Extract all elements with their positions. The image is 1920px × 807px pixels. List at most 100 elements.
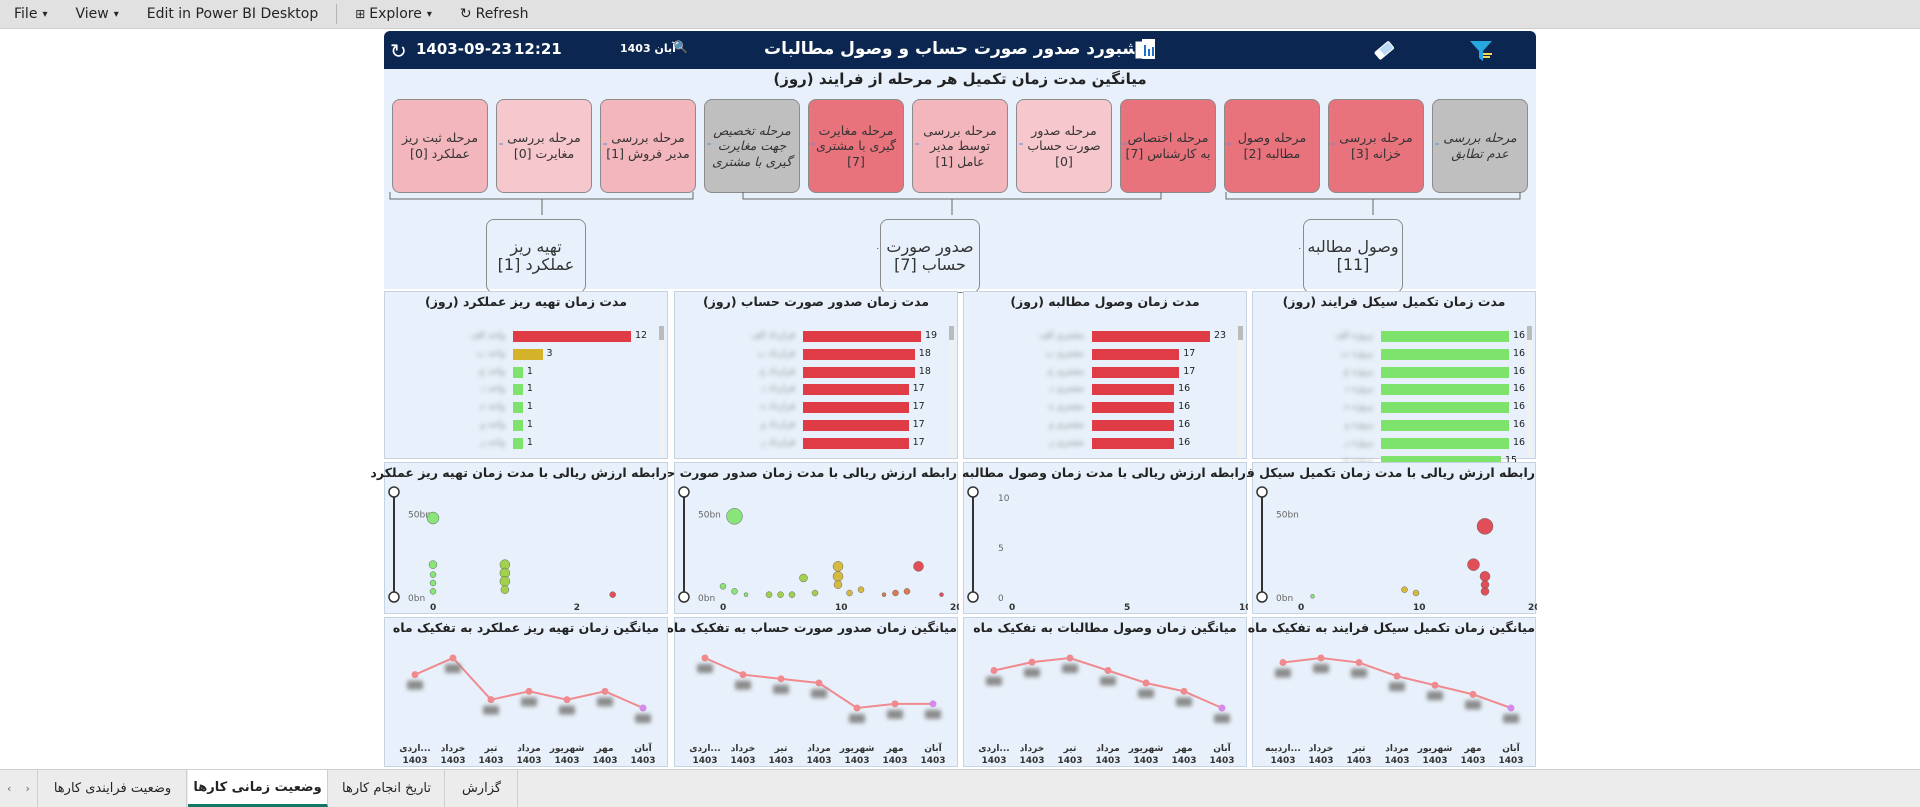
line-point[interactable]: [449, 654, 457, 662]
bar[interactable]: [513, 402, 523, 414]
bar-row[interactable]: قرارداد د 17: [675, 383, 957, 396]
bar-row[interactable]: پروژه و 16: [1253, 419, 1535, 432]
scatter-point[interactable]: [731, 588, 738, 595]
bar[interactable]: [513, 331, 631, 342]
line-point[interactable]: [1317, 654, 1325, 662]
bar[interactable]: [1092, 402, 1175, 414]
scatter-point[interactable]: [799, 573, 808, 583]
range-slider-handle[interactable]: [678, 591, 690, 603]
refresh-button[interactable]: ↻ Refresh: [446, 0, 543, 28]
process-stage[interactable]: مرحله بررسی توسط مدیر عامل [1]: [912, 99, 1008, 193]
bar[interactable]: [803, 366, 915, 378]
tab-navigation[interactable]: ‹ ›: [0, 770, 38, 807]
scrollbar[interactable]: [659, 326, 664, 458]
bar-row[interactable]: مشتری ب 17: [964, 348, 1246, 361]
line-point[interactable]: [1218, 704, 1226, 712]
range-slider-handle[interactable]: [1256, 591, 1268, 603]
explore-menu[interactable]: ⊞ Explore ▾: [341, 0, 446, 28]
process-stage[interactable]: مرحله اختصاص به کارشناس [7]: [1120, 99, 1216, 193]
line-point[interactable]: [411, 671, 419, 679]
scrollbar[interactable]: [1527, 326, 1532, 458]
bar-row[interactable]: پروژه ح 15: [1253, 455, 1535, 468]
scatter-point[interactable]: [428, 560, 438, 569]
scatter-point[interactable]: [1412, 589, 1420, 597]
range-slider-handle[interactable]: [678, 486, 690, 498]
range-slider-handle[interactable]: [388, 591, 400, 603]
line-point[interactable]: [777, 675, 785, 683]
bar[interactable]: [1381, 402, 1509, 414]
bar-row[interactable]: مشتری ز 16: [964, 437, 1246, 450]
bar-row[interactable]: قرارداد ز 17: [675, 437, 957, 450]
scatter-point[interactable]: [1467, 558, 1480, 571]
bar[interactable]: [1381, 366, 1509, 378]
bar-row[interactable]: پروژه الف 16: [1253, 330, 1535, 343]
bar[interactable]: [1381, 331, 1509, 342]
scatter-point[interactable]: [429, 579, 437, 587]
bar[interactable]: [1092, 331, 1210, 342]
line-point[interactable]: [929, 700, 937, 708]
line-point[interactable]: [739, 671, 747, 679]
scatter-point[interactable]: [832, 571, 844, 582]
chevron-left-icon[interactable]: ‹: [7, 782, 12, 795]
bar-row[interactable]: قرارداد ب 18: [675, 348, 957, 361]
tab-report[interactable]: گزارش: [446, 770, 518, 807]
scrollbar-thumb[interactable]: [1238, 326, 1243, 340]
scatter-point[interactable]: [1401, 586, 1408, 593]
bar[interactable]: [1381, 348, 1509, 360]
bar[interactable]: [1092, 384, 1175, 396]
bar-row[interactable]: پروژه ه 16: [1253, 401, 1535, 414]
process-stage[interactable]: مرحله بررسی خزانه [3]: [1328, 99, 1424, 193]
scatter-point[interactable]: [846, 589, 853, 597]
process-stage[interactable]: مرحله وصول مطالبه [2]: [1224, 99, 1320, 193]
line-point[interactable]: [1279, 659, 1287, 667]
line-point[interactable]: [639, 704, 647, 712]
line-point[interactable]: [487, 696, 495, 704]
line-point[interactable]: [853, 704, 861, 712]
bar-row[interactable]: مشتری ه 16: [964, 401, 1246, 414]
refresh-icon[interactable]: ↻: [390, 39, 407, 63]
process-stage[interactable]: مرحله ثبت ریز عملکرد [0]: [392, 99, 488, 193]
bar[interactable]: [513, 366, 523, 378]
range-slider-handle[interactable]: [388, 486, 400, 498]
line-point[interactable]: [1180, 687, 1188, 695]
scrollbar[interactable]: [949, 326, 954, 458]
line-point[interactable]: [525, 687, 533, 695]
filter-icon[interactable]: [1468, 38, 1494, 64]
scrollbar-thumb[interactable]: [949, 326, 954, 340]
scatter-point[interactable]: [500, 585, 510, 594]
scatter-point[interactable]: [857, 586, 865, 593]
line-point[interactable]: [891, 700, 899, 708]
bar-row[interactable]: پروژه ج 16: [1253, 366, 1535, 379]
scatter-point[interactable]: [939, 592, 944, 597]
bar[interactable]: [803, 402, 909, 414]
line-point[interactable]: [990, 667, 998, 674]
scatter-point[interactable]: [429, 588, 437, 595]
line-point[interactable]: [1355, 659, 1363, 667]
view-menu[interactable]: View ▾: [61, 0, 132, 28]
bar[interactable]: [513, 437, 523, 449]
scrollbar-thumb[interactable]: [659, 326, 664, 340]
line-point[interactable]: [701, 654, 709, 662]
process-group[interactable]: تهیه ریز عملکرد [1]: [486, 219, 586, 293]
scrollbar-thumb[interactable]: [1527, 326, 1532, 340]
bar[interactable]: [1092, 366, 1180, 378]
bar[interactable]: [803, 437, 909, 449]
scatter-point[interactable]: [429, 571, 437, 578]
line-point[interactable]: [815, 679, 823, 687]
process-stage[interactable]: مرحله بررسی مدیر فروش [1]: [600, 99, 696, 193]
bar-row[interactable]: قرارداد ه 17: [675, 401, 957, 414]
scatter-point[interactable]: [832, 561, 844, 572]
tab-task-dates[interactable]: تاریخ انجام کارها: [329, 770, 445, 807]
process-group[interactable]: صدور صورت حساب [7]: [880, 219, 980, 293]
scatter-point[interactable]: [811, 589, 819, 597]
line-point[interactable]: [1104, 667, 1112, 674]
tab-time-status[interactable]: وضعیت زمانی کارها: [188, 770, 328, 807]
bar[interactable]: [513, 348, 543, 360]
bar[interactable]: [1381, 455, 1501, 467]
bar[interactable]: [513, 384, 523, 396]
tab-process-status[interactable]: وضعیت فرایندی کارها: [39, 770, 187, 807]
bar-row[interactable]: مشتری ج 17: [964, 366, 1246, 379]
scatter-point[interactable]: [743, 592, 749, 597]
scatter-point[interactable]: [788, 591, 796, 598]
file-menu[interactable]: File ▾: [0, 0, 61, 28]
